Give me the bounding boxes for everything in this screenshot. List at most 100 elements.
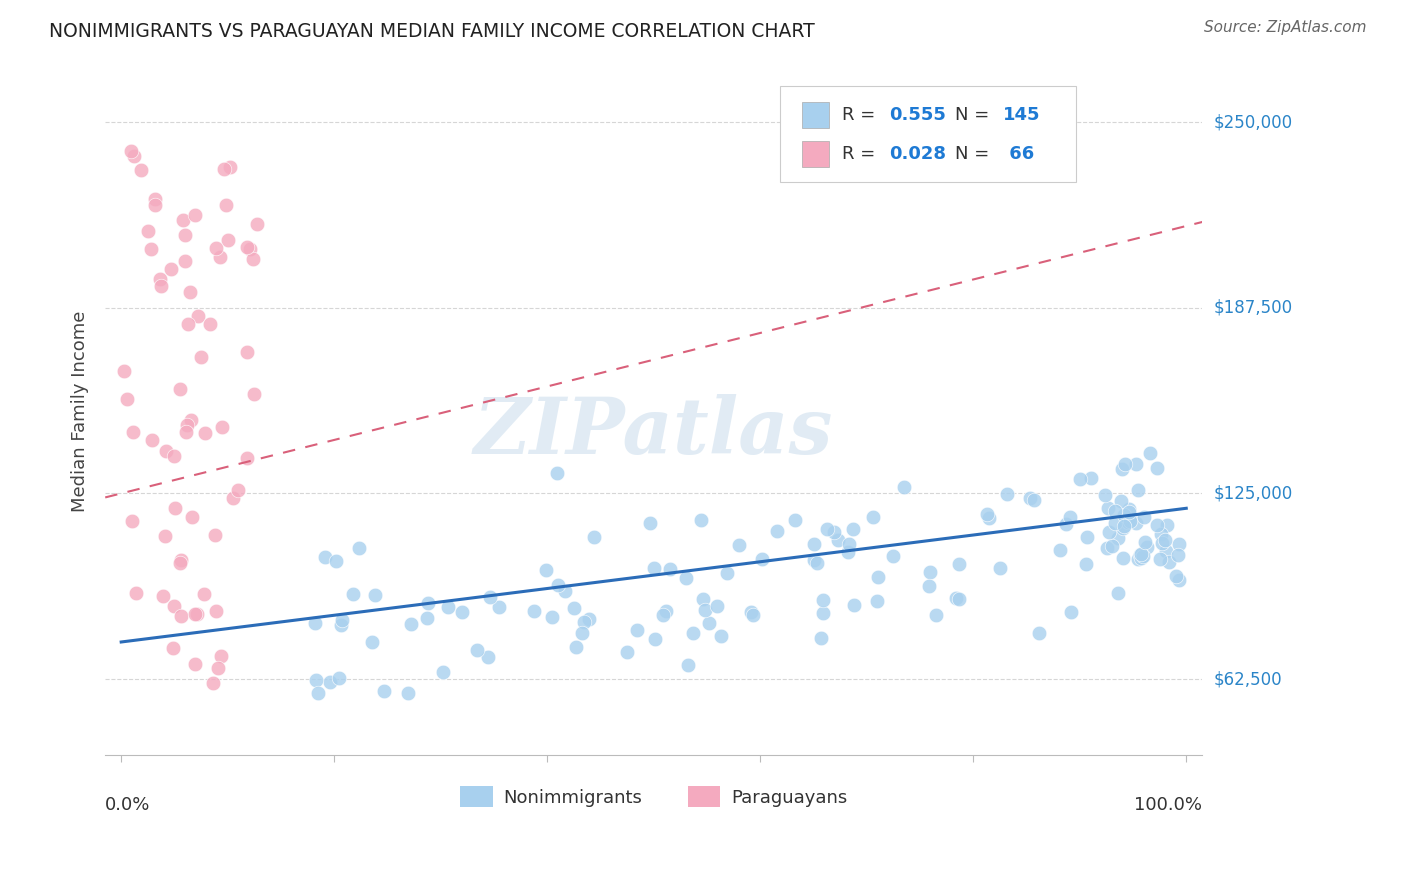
Text: 0.028: 0.028 [890, 145, 946, 163]
Point [803, 553, 825, 567]
Point [208, 250, 231, 264]
Text: $250,000: $250,000 [1213, 113, 1292, 131]
Point [155, 444, 177, 458]
Point [716, 566, 738, 580]
Point [172, 213, 194, 227]
Point [204, 527, 226, 541]
Text: 0.0%: 0.0% [105, 796, 150, 814]
Point [155, 529, 177, 543]
Point [1094, 488, 1116, 502]
Point [1118, 501, 1140, 516]
Point [564, 640, 586, 654]
Point [325, 554, 347, 568]
Point [1109, 494, 1132, 508]
Point [1152, 535, 1174, 549]
Point [415, 611, 437, 625]
Point [149, 272, 172, 286]
Point [364, 588, 387, 602]
Point [616, 645, 638, 659]
Point [131, 163, 153, 178]
Point [112, 363, 135, 377]
Point [578, 612, 600, 626]
Point [1114, 457, 1136, 471]
Point [652, 607, 675, 622]
Point [186, 607, 208, 622]
Point [177, 318, 200, 332]
FancyBboxPatch shape [801, 103, 830, 128]
Point [1098, 524, 1121, 539]
Point [328, 671, 350, 685]
Point [643, 561, 665, 575]
Point [783, 513, 806, 527]
Point [314, 550, 336, 565]
Point [193, 586, 215, 600]
Point [242, 252, 264, 266]
Point [236, 239, 259, 253]
Text: 145: 145 [1002, 106, 1040, 124]
Point [1159, 555, 1181, 569]
Point [1129, 548, 1152, 562]
Text: N =: N = [956, 145, 995, 163]
Point [239, 242, 262, 256]
Point [837, 545, 859, 559]
Point [1112, 551, 1135, 566]
Point [1118, 504, 1140, 518]
Point [211, 420, 233, 434]
Point [1129, 551, 1152, 566]
Point [710, 629, 733, 643]
Point [418, 596, 440, 610]
Point [163, 599, 186, 613]
Point [827, 533, 849, 547]
Point [169, 382, 191, 396]
Point [307, 685, 329, 699]
Point [198, 317, 221, 331]
Point [1126, 483, 1149, 497]
Point [120, 144, 142, 158]
Point [945, 591, 967, 606]
Point [675, 571, 697, 585]
Point [823, 525, 845, 540]
Point [1111, 462, 1133, 476]
Point [865, 593, 887, 607]
Point [477, 649, 499, 664]
Point [1168, 573, 1191, 587]
Point [523, 604, 546, 618]
FancyBboxPatch shape [780, 86, 1076, 182]
Point [174, 253, 197, 268]
Point [644, 632, 666, 646]
Point [1080, 471, 1102, 485]
Point [740, 605, 762, 619]
Point [1129, 548, 1152, 562]
Point [1136, 540, 1159, 554]
Point [179, 285, 201, 300]
Point [1132, 549, 1154, 564]
Point [654, 604, 676, 618]
Point [214, 161, 236, 176]
Point [1153, 533, 1175, 547]
Point [1028, 626, 1050, 640]
Point [562, 600, 585, 615]
Point [1104, 516, 1126, 531]
Point [803, 537, 825, 551]
Point [1097, 541, 1119, 556]
Point [1116, 515, 1139, 529]
Point [236, 451, 259, 466]
Point [342, 587, 364, 601]
Point [165, 501, 187, 516]
Point [692, 591, 714, 606]
Point [977, 511, 1000, 525]
Point [1135, 534, 1157, 549]
Point [658, 561, 681, 575]
Point [184, 209, 207, 223]
Point [893, 479, 915, 493]
Text: $125,000: $125,000 [1213, 484, 1292, 502]
Point [1154, 544, 1177, 558]
Point [209, 648, 232, 663]
Text: R =: R = [842, 145, 882, 163]
Point [918, 579, 941, 593]
Point [115, 392, 138, 407]
Point [141, 242, 163, 256]
Point [319, 675, 342, 690]
Point [1146, 461, 1168, 475]
Y-axis label: Median Family Income: Median Family Income [72, 311, 89, 512]
